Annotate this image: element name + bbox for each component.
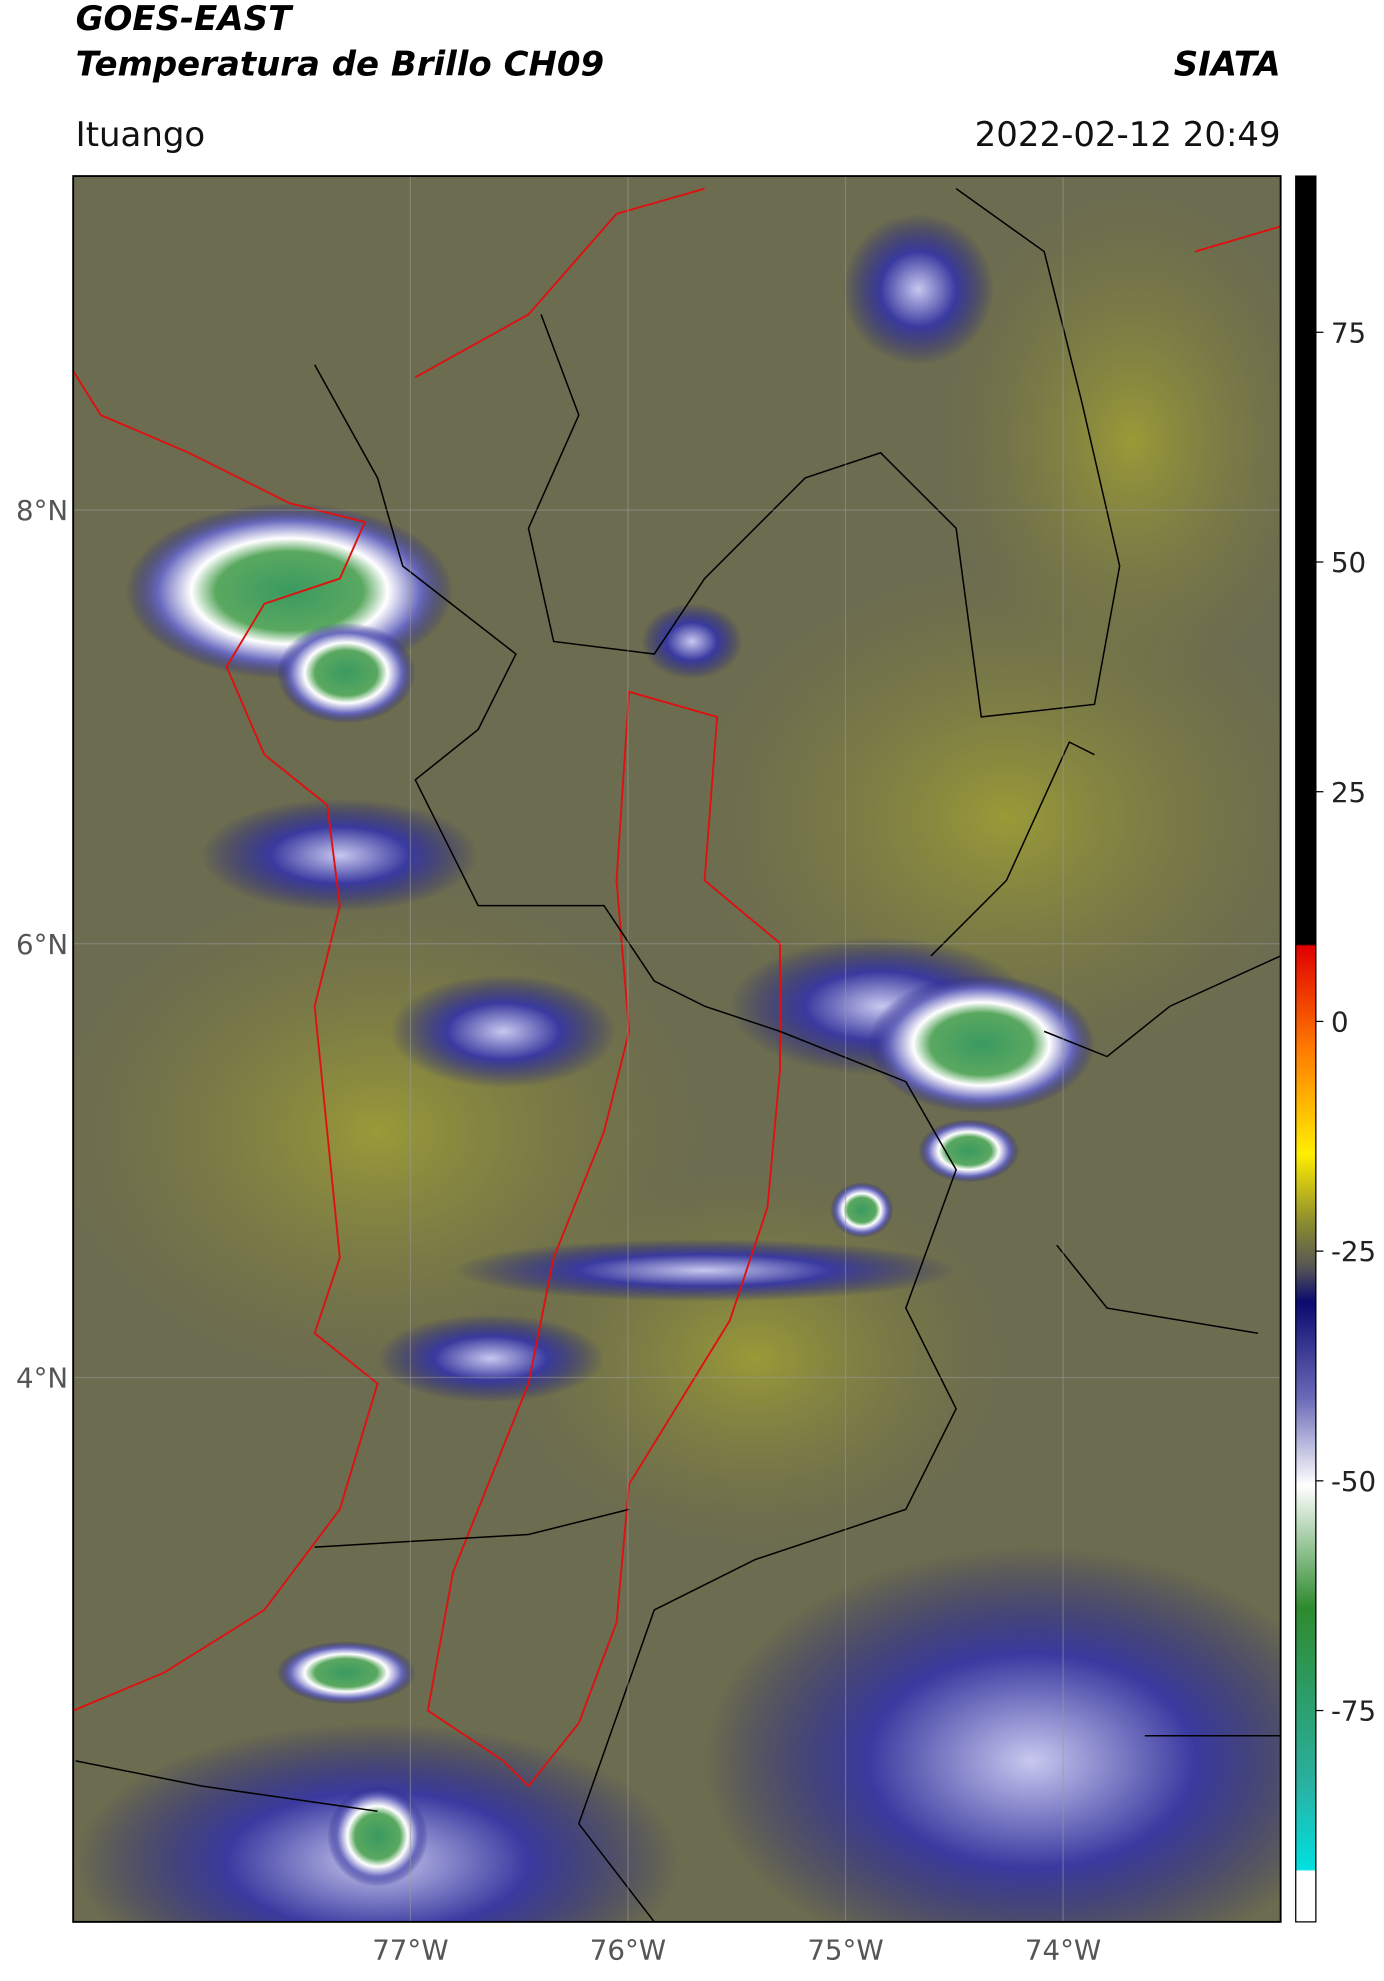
colorbar-tick-label: 75 <box>1331 316 1366 349</box>
datetime: 2022-02-12 20:49 <box>975 115 1281 155</box>
location: Ituango <box>76 115 206 155</box>
title: GOES-EAST <box>76 0 294 39</box>
colorbar <box>1295 175 1317 1923</box>
y-tick-label: 8°N <box>16 494 68 527</box>
colorbar-tick-label: 0 <box>1331 1005 1349 1038</box>
colorbar-tick-label: -25 <box>1331 1235 1376 1268</box>
colorbar-tick-label: -75 <box>1331 1695 1376 1728</box>
source: SIATA <box>1174 44 1281 84</box>
x-tick-label: 77°W <box>372 1934 448 1967</box>
colorbar-tick-label: 25 <box>1331 776 1366 809</box>
x-tick-label: 74°W <box>1025 1934 1101 1967</box>
y-tick-label: 4°N <box>16 1362 68 1395</box>
satellite-image <box>73 176 1281 1922</box>
x-tick-label: 75°W <box>807 1934 883 1967</box>
colorbar-tick-label: -50 <box>1331 1465 1376 1498</box>
y-tick-label: 6°N <box>16 928 68 961</box>
map-frame <box>72 175 1282 1923</box>
colorbar-tick-label: 50 <box>1331 546 1366 579</box>
x-tick-label: 76°W <box>590 1934 666 1967</box>
subtitle: Temperatura de Brillo CH09 <box>76 44 604 84</box>
